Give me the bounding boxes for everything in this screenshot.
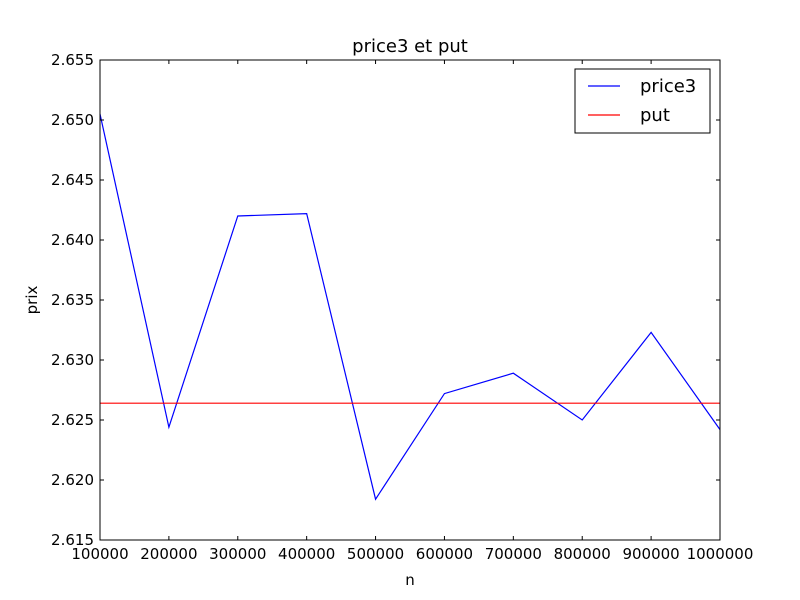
x-tick-label: 800000: [554, 545, 611, 563]
x-tick-label: 400000: [278, 545, 335, 563]
y-tick-label: 2.645: [51, 171, 94, 189]
legend-box: [574, 68, 711, 134]
y-axis: 2.615 2.620 2.625 2.630 2.635 2.640 2.645 2.650…: [51, 51, 720, 549]
y-tick-label: 2.620: [51, 471, 94, 489]
legend-label-put: put: [640, 105, 670, 126]
y-tick-label: 2.640: [51, 231, 94, 249]
y-tick-label: 2.650: [51, 111, 94, 129]
x-tick-label: 600000: [416, 545, 473, 563]
x-tick-label: 500000: [347, 545, 404, 563]
x-tick-label: 700000: [485, 545, 542, 563]
y-tick-label: 2.655: [51, 51, 94, 69]
legend: price3 put: [574, 68, 711, 134]
y-tick-label: 2.635: [51, 291, 94, 309]
x-tick-label: 100000: [71, 545, 128, 563]
y-tick-label: 2.625: [51, 411, 94, 429]
chart-title: price3 et put: [352, 36, 468, 57]
x-tick-label: 200000: [140, 545, 197, 563]
x-axis-label: n: [405, 571, 415, 589]
x-tick-label: 300000: [209, 545, 266, 563]
legend-label-price3: price3: [640, 76, 696, 97]
y-axis-label: prix: [23, 286, 41, 315]
y-tick-label: 2.615: [51, 531, 94, 549]
series-line-price3: [99, 113, 721, 501]
x-tick-label: 1000000: [687, 545, 754, 563]
y-tick-label: 2.630: [51, 351, 94, 369]
plot-lines: [99, 113, 721, 501]
x-axis: 100000 200000 300000 400000 500000 600000 7000…: [71, 60, 753, 563]
x-tick-label: 900000: [622, 545, 679, 563]
